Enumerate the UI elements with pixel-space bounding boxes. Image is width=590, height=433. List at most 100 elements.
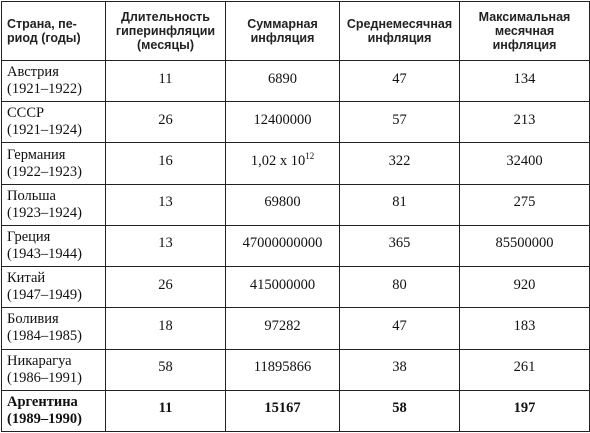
total-inflation-value: 1,02 x 10 [250,153,306,170]
table-row: Боливия (1984–1985) 18 97282 47 183 [1,307,590,350]
cell-average-monthly-inflation: 81 [339,183,460,226]
duration-value: 13 [158,194,173,211]
country-period: (1923–1924) [7,204,82,221]
country-period: (1921–1924) [7,122,82,139]
total-inflation-wrap: 97282 [264,318,300,334]
country-period: (1989–1990) [7,410,82,427]
total-inflation-wrap: 47000000000 [243,235,323,251]
max-monthly-value: 261 [513,359,536,376]
total-inflation-value: 97282 [264,317,301,334]
total-inflation-value: 47000000000 [242,235,323,252]
cell-max-monthly-inflation: 85500000 [459,224,590,268]
table-row: Аргентина (1989–1990) 11 15167 58 197 [1,389,590,433]
cell-max-monthly-inflation: 920 [459,266,590,309]
cell-country-period: Боливия (1984–1985) [1,307,106,350]
cell-country-period: Австрия (1921–1922) [1,59,106,103]
cell-total-inflation: 15167 [225,389,340,433]
cell-total-inflation: 69800 [225,183,340,226]
duration-value: 58 [158,359,173,376]
cell-max-monthly-inflation: 183 [459,307,590,350]
cell-duration: 26 [105,101,226,144]
duration-value: 18 [158,317,173,334]
average-monthly-value: 81 [392,194,407,211]
header-label: Суммарная инфляция [247,17,318,45]
cell-total-inflation: 47000000000 [225,224,340,268]
cell-duration: 11 [105,389,226,433]
average-monthly-value: 80 [392,276,407,293]
average-monthly-value: 57 [392,111,407,128]
total-inflation-wrap: 415000000 [250,277,315,293]
country-name: Никарагуа [7,352,72,369]
cell-duration: 58 [105,348,226,391]
cell-average-monthly-inflation: 365 [339,224,460,268]
cell-max-monthly-inflation: 261 [459,348,590,391]
country-period: (1922–1923) [7,163,82,180]
table-row: Германия (1922–1923) 16 1,02 x 1012 322 32400 [1,142,590,185]
cell-average-monthly-inflation: 322 [339,142,460,185]
average-monthly-value: 47 [392,317,407,334]
table-row: Польша (1923–1924) 13 69800 81 275 [1,183,590,226]
cell-country-period: Никарагуа (1986–1991) [1,348,106,391]
duration-value: 11 [158,70,173,87]
max-monthly-value: 32400 [506,153,543,170]
cell-average-monthly-inflation: 47 [339,307,460,350]
cell-total-inflation: 97282 [225,307,340,350]
cell-average-monthly-inflation: 58 [339,389,460,433]
total-inflation-value: 69800 [264,194,301,211]
header-country-period: Страна, пе-риод (годы) [1,1,106,61]
average-monthly-value: 47 [392,70,407,87]
country-period: (1921–1922) [7,81,82,98]
cell-average-monthly-inflation: 38 [339,348,460,391]
cell-duration: 16 [105,142,226,185]
country-name: Китай [7,270,46,287]
total-inflation-wrap: 6890 [268,71,297,87]
header-label: Максимальная месячная инфляция [478,10,571,52]
cell-duration: 13 [105,183,226,226]
header-average-monthly-inflation: Среднемесячная инфляция [339,1,460,61]
max-monthly-value: 213 [513,111,536,128]
cell-max-monthly-inflation: 197 [459,389,590,433]
table-row: Никарагуа (1986–1991) 58 11895866 38 261 [1,348,590,391]
total-inflation-wrap: 11895866 [254,359,311,375]
total-inflation-value: 15167 [264,400,301,417]
cell-average-monthly-inflation: 57 [339,101,460,144]
duration-value: 26 [158,276,173,293]
cell-country-period: Аргентина (1989–1990) [1,389,106,433]
average-monthly-value: 322 [388,153,411,170]
total-inflation-value: 11895866 [253,359,312,376]
header-row: Страна, пе-риод (годы) Длительность гипер… [1,1,590,61]
total-inflation-value: 415000000 [249,276,316,293]
total-inflation-value: 12400000 [253,111,312,128]
cell-country-period: Греция (1943–1944) [1,224,106,268]
header-max-monthly-inflation: Максимальная месячная инфляция [459,1,590,61]
cell-max-monthly-inflation: 32400 [459,142,590,185]
max-monthly-value: 134 [513,70,536,87]
duration-value: 11 [158,400,173,417]
total-inflation-value: 6890 [268,70,297,87]
country-name: Греция [7,228,51,245]
table-row: СССР (1921–1924) 26 12400000 57 213 [1,101,590,144]
max-monthly-value: 197 [513,400,536,417]
average-monthly-value: 38 [392,359,407,376]
cell-duration: 18 [105,307,226,350]
table-body: Австрия (1921–1922) 11 6890 47 134 СССР (1921–1… [1,59,590,433]
table-row: Греция (1943–1944) 13 47000000000 365 8550000… [1,224,590,268]
total-inflation-wrap: 69800 [264,194,300,210]
cell-total-inflation: 415000000 [225,266,340,309]
header-total-inflation: Суммарная инфляция [225,1,340,61]
cell-duration: 13 [105,224,226,268]
cell-total-inflation: 11895866 [225,348,340,391]
cell-average-monthly-inflation: 47 [339,59,460,103]
average-monthly-value: 58 [392,400,407,417]
header-label: Длительность гиперинфляции (месяцы) [115,10,216,52]
max-monthly-value: 85500000 [495,235,554,252]
country-name: Боливия [7,311,59,328]
cell-max-monthly-inflation: 134 [459,59,590,103]
duration-value: 26 [158,111,173,128]
country-name: Польша [7,187,56,204]
max-monthly-value: 183 [513,317,536,334]
cell-country-period: Германия (1922–1923) [1,142,106,185]
duration-value: 16 [158,153,173,170]
country-period: (1984–1985) [7,328,82,345]
